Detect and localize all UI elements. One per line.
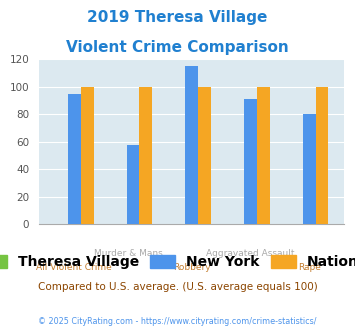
Legend: Theresa Village, New York, National: Theresa Village, New York, National — [0, 249, 355, 275]
Bar — [140, 87, 152, 224]
Text: © 2025 CityRating.com - https://www.cityrating.com/crime-statistics/: © 2025 CityRating.com - https://www.city… — [38, 317, 317, 326]
Text: Robbery: Robbery — [173, 263, 211, 272]
Bar — [303, 115, 316, 224]
Text: Murder & Mans...: Murder & Mans... — [94, 249, 172, 258]
Text: Violent Crime Comparison: Violent Crime Comparison — [66, 40, 289, 54]
Text: Rape: Rape — [298, 263, 321, 272]
Text: All Violent Crime: All Violent Crime — [37, 263, 112, 272]
Bar — [68, 94, 81, 224]
Text: Compared to U.S. average. (U.S. average equals 100): Compared to U.S. average. (U.S. average … — [38, 282, 317, 292]
Bar — [244, 99, 257, 224]
Text: Aggravated Assault: Aggravated Assault — [206, 249, 295, 258]
Bar — [257, 87, 270, 224]
Bar — [185, 66, 198, 224]
Bar — [126, 145, 140, 224]
Bar — [316, 87, 328, 224]
Bar — [198, 87, 211, 224]
Bar — [81, 87, 94, 224]
Text: 2019 Theresa Village: 2019 Theresa Village — [87, 10, 268, 25]
